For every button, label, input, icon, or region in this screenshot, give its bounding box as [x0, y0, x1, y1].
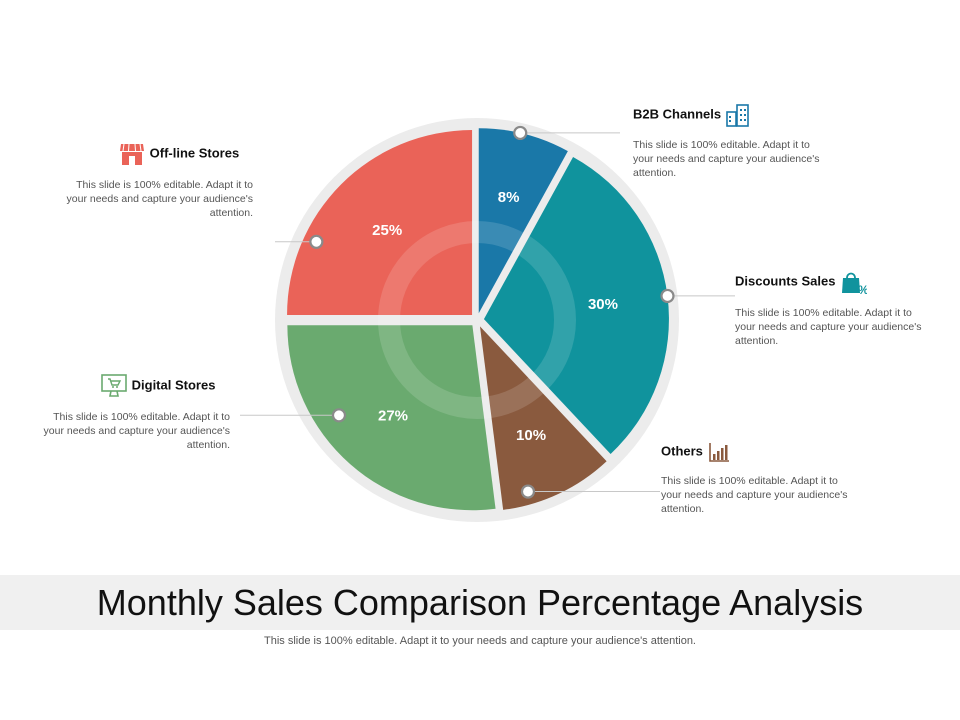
slice-label-others: 10% [516, 427, 546, 444]
pie-slices [287, 128, 669, 511]
callout-title-b2b: B2B Channels [633, 106, 722, 122]
bar-chart-icon [708, 443, 729, 462]
storefront-icon [120, 143, 144, 165]
leader-dot [520, 484, 536, 499]
pie-slice-discounts-sales [483, 157, 669, 454]
callout-title-discounts: Discounts Sales [735, 273, 836, 289]
callout-offline-stores: Off-line Stores This slide is 100% edita… [63, 140, 253, 220]
callout-b2b-channels: B2B Channels This slide is 100% editable… [633, 102, 823, 180]
callout-desc-offline: This slide is 100% editable. Adapt it to… [66, 179, 253, 219]
callout-title-digital: Digital Stores [131, 377, 216, 393]
leader-dot [513, 125, 528, 141]
callout-others: Others This slide is 100% editable. Adap… [661, 440, 851, 516]
slice-label-b2b-channels: 8% [498, 189, 520, 206]
page-title: Monthly Sales Comparison Percentage Anal… [96, 582, 864, 623]
pie-slice-b2b-channels [478, 128, 568, 314]
leader-dot [309, 234, 324, 249]
slice-label-off-line-stores: 25% [372, 222, 402, 239]
leader-dot [660, 288, 675, 304]
slice-label-discounts-sales: 30% [588, 296, 618, 313]
pie-slice-others [479, 326, 607, 510]
slice-labels: 8% 30% 10% 27% 25% [372, 189, 618, 444]
pie-slice-digital-stores [287, 325, 496, 511]
callout-desc-digital: This slide is 100% editable. Adapt it to… [43, 411, 230, 451]
leader-lines [240, 125, 735, 499]
callout-title-offline: Off-line Stores [149, 145, 240, 161]
callout-discounts-sales: Discounts Sales % This slide is 100% edi… [735, 268, 925, 348]
inner-ring-overlay [378, 221, 576, 419]
callout-desc-discounts: This slide is 100% editable. Adapt it to… [735, 307, 922, 347]
callout-desc-b2b: This slide is 100% editable. Adapt it to… [633, 139, 820, 179]
callout-title-others: Others [661, 443, 703, 459]
page-subtitle: This slide is 100% editable. Adapt it to… [264, 635, 696, 647]
callout-desc-others: This slide is 100% editable. Adapt it to… [661, 475, 848, 515]
buildings-icon [725, 104, 749, 127]
slice-label-digital-stores: 27% [378, 407, 408, 424]
title-band: Monthly Sales Comparison Percentage Anal… [0, 575, 960, 630]
svg-text:%: % [858, 283, 867, 296]
shopping-bag-percent-icon: % [842, 272, 867, 296]
callout-digital-stores: Digital Stores This slide is 100% editab… [40, 372, 230, 452]
leader-dot [331, 408, 347, 423]
pie-slice-off-line-stores [287, 130, 473, 316]
monitor-cart-icon [101, 374, 127, 397]
